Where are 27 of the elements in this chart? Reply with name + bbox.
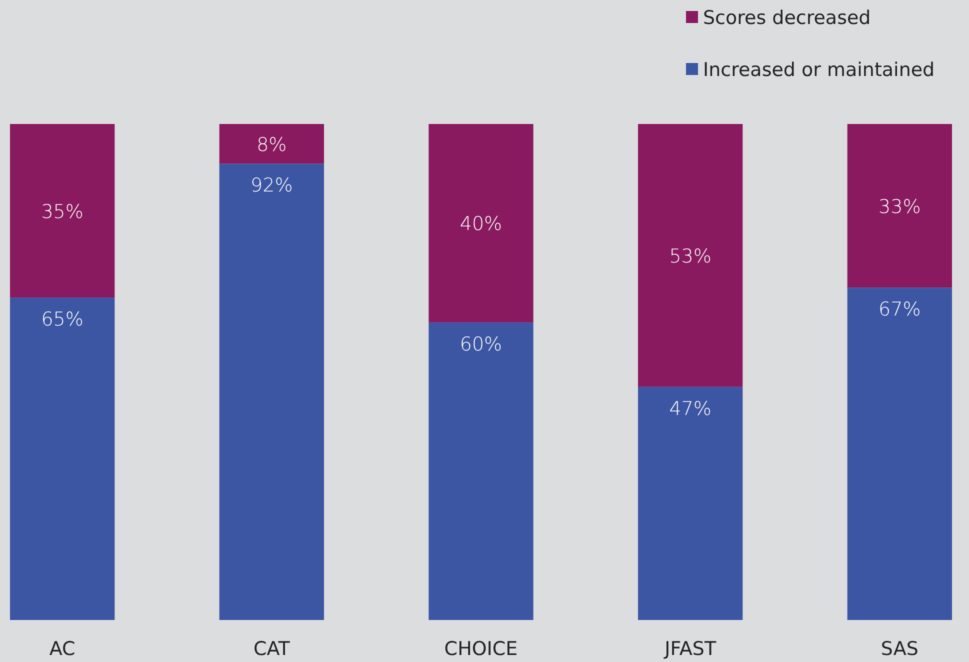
data-label: 47% (669, 398, 712, 420)
x-tick-label: JFAST (664, 638, 716, 660)
data-label: 65% (41, 308, 84, 331)
data-label: 60% (460, 333, 502, 356)
legend-label: Increased or maintained (703, 59, 935, 81)
x-tick-label: CAT (253, 638, 290, 660)
bar (428, 124, 534, 322)
data-label: 67% (878, 298, 921, 321)
bar (219, 164, 324, 620)
bar (847, 124, 952, 288)
data-label: 40% (460, 213, 502, 236)
bar (10, 298, 115, 620)
bar (847, 288, 952, 620)
data-label: 53% (669, 245, 712, 268)
bar (638, 124, 743, 387)
bar (428, 322, 534, 620)
data-label: 8% (256, 134, 287, 156)
x-tick-label: CHOICE (444, 638, 518, 660)
data-label: 33% (878, 196, 921, 218)
bar (10, 124, 115, 298)
legend-label: Scores decreased (703, 7, 871, 29)
x-tick-label: SAS (880, 638, 918, 660)
data-label: 35% (41, 200, 84, 223)
data-label: 92% (250, 174, 293, 197)
bar (638, 386, 743, 620)
x-tick-label: AC (49, 638, 76, 660)
bar (219, 124, 324, 164)
